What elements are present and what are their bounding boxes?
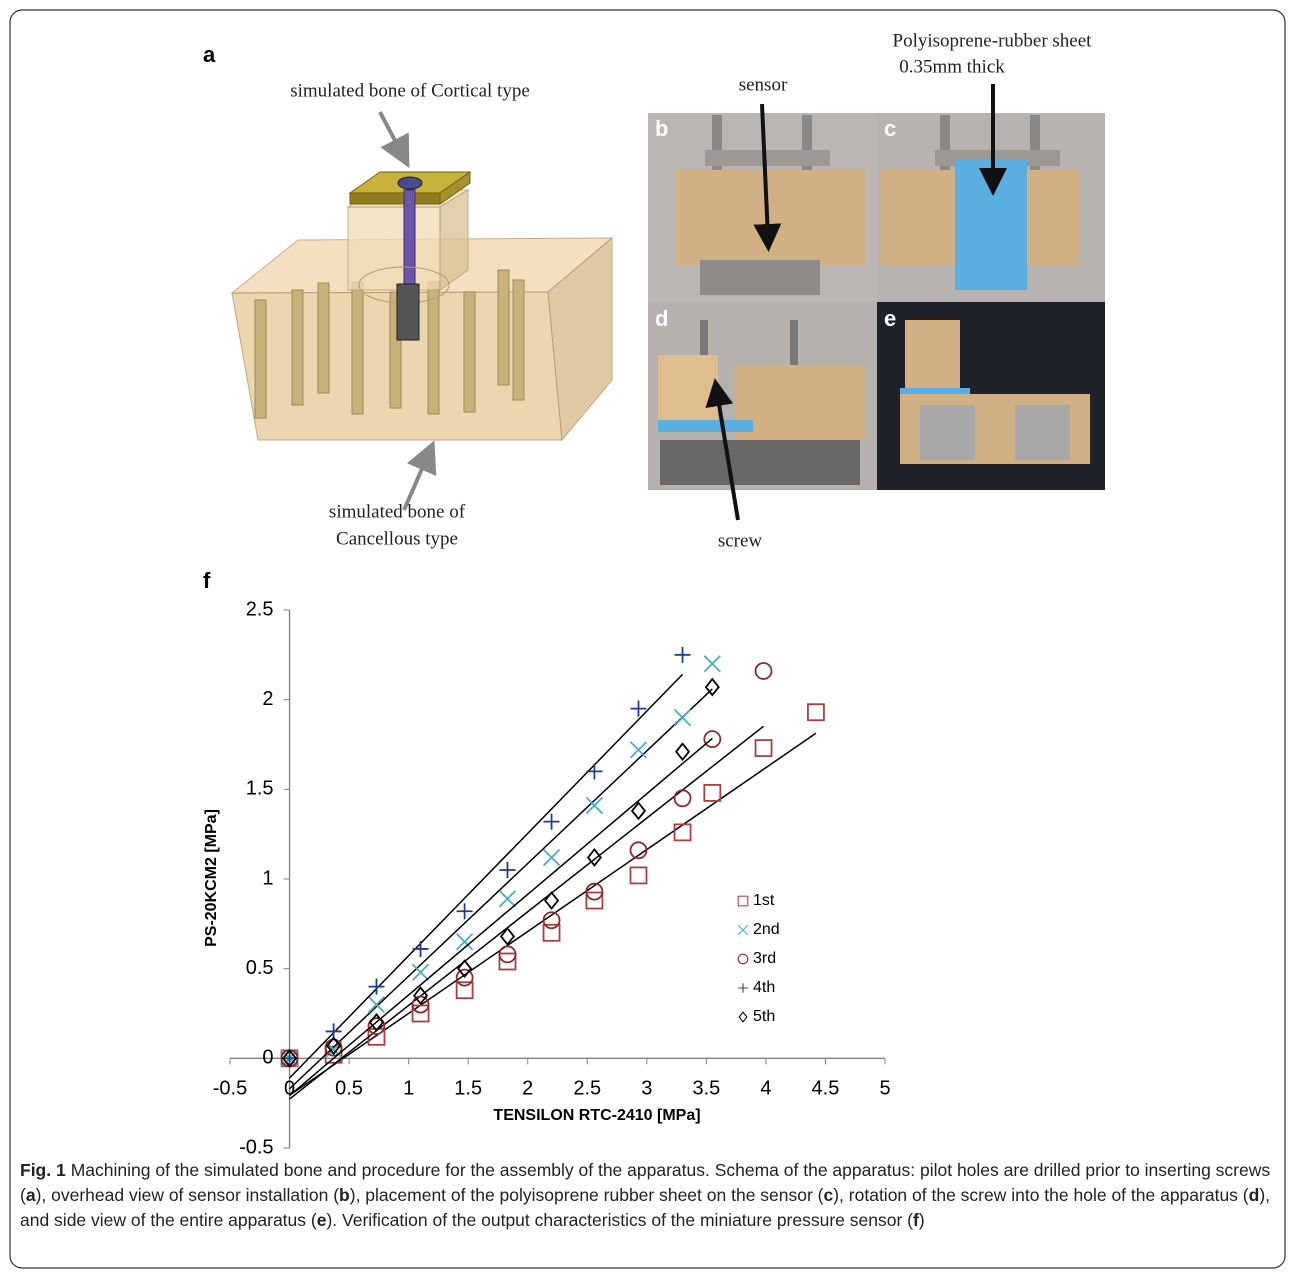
caption-text: e xyxy=(317,1210,327,1230)
y-axis-title: PS-20KCM2 [MPa] xyxy=(203,809,220,947)
marker xyxy=(739,1012,747,1022)
x-tick-label: 3 xyxy=(641,1078,652,1100)
marker xyxy=(738,925,748,935)
legend-label: 2nd xyxy=(753,921,780,938)
y-tick-label: 2 xyxy=(262,688,273,710)
legend-label: 3rd xyxy=(753,950,776,967)
trend-line xyxy=(290,674,683,1078)
legend-label: 5th xyxy=(753,1008,775,1025)
panel-label: a xyxy=(203,42,216,67)
caption-text: c xyxy=(824,1185,834,1205)
marker xyxy=(675,824,691,840)
marker xyxy=(630,867,646,883)
panel-label: b xyxy=(655,116,668,141)
annotation: Cancellous type xyxy=(336,528,458,549)
legend-entry: 2nd xyxy=(738,921,780,938)
y-tick-label: 0.5 xyxy=(246,957,274,979)
arrow xyxy=(380,112,402,154)
marker xyxy=(413,1006,429,1022)
marker xyxy=(457,982,473,998)
marker xyxy=(544,849,560,865)
x-axis-title: TENSILON RTC-2410 [MPa] xyxy=(493,1107,700,1124)
legend-entry: 4th xyxy=(738,979,775,996)
marker xyxy=(738,896,748,906)
marker xyxy=(756,740,772,756)
marker xyxy=(675,790,691,806)
marker xyxy=(413,941,429,957)
marker xyxy=(704,656,720,672)
y-tick-label: -0.5 xyxy=(239,1136,273,1158)
caption-text: ) xyxy=(919,1210,925,1230)
y-tick-label: 2.5 xyxy=(246,598,274,620)
marker xyxy=(675,647,691,663)
plot: -0.500.511.522.533.544.55-0.500.511.522.… xyxy=(213,598,891,1158)
marker xyxy=(413,964,429,980)
x-tick-label: 1 xyxy=(403,1078,414,1100)
marker xyxy=(499,862,515,878)
x-tick-label: 0.5 xyxy=(335,1078,363,1100)
legend-entry: 1st xyxy=(738,892,775,909)
x-tick-label: 4.5 xyxy=(812,1078,840,1100)
annotation: simulated bone of Cortical type xyxy=(290,80,530,101)
x-tick-label: 2.5 xyxy=(573,1078,601,1100)
trend-line xyxy=(290,689,713,1089)
photo-e xyxy=(877,302,1105,490)
panel-label: e xyxy=(884,306,896,331)
x-tick-label: -0.5 xyxy=(213,1078,247,1100)
figure-graphics: a simulated bone of Cortical type simula… xyxy=(0,0,1295,1280)
marker xyxy=(586,763,602,779)
legend-label: 1st xyxy=(753,892,775,909)
marker xyxy=(586,893,602,909)
legend-entry: 5th xyxy=(739,1008,775,1025)
photo-d xyxy=(648,302,877,490)
panel-label: d xyxy=(655,306,668,331)
x-tick-label: 5 xyxy=(879,1078,890,1100)
panel-label: f xyxy=(203,568,211,593)
trend-line xyxy=(290,738,713,1095)
marker xyxy=(738,983,748,993)
y-tick-label: 0 xyxy=(262,1047,273,1069)
marker xyxy=(704,785,720,801)
caption-text: a xyxy=(26,1185,36,1205)
caption-text: ), placement of the polyisoprene rubber … xyxy=(350,1185,824,1205)
marker xyxy=(544,814,560,830)
marker xyxy=(738,954,748,964)
annotation: screw xyxy=(718,530,763,551)
y-tick-label: 1 xyxy=(262,867,273,889)
marker xyxy=(368,997,384,1013)
annotation: Polyisoprene-rubber sheet xyxy=(893,30,1093,51)
caption-text: ), overhead view of sensor installation … xyxy=(36,1185,339,1205)
x-tick-label: 3.5 xyxy=(692,1078,720,1100)
caption-text: ). Verification of the output characteri… xyxy=(326,1210,913,1230)
caption-text: ), rotation of the screw into the hole o… xyxy=(833,1185,1248,1205)
marker xyxy=(676,744,689,760)
marker xyxy=(544,925,560,941)
y-tick-label: 1.5 xyxy=(246,778,274,800)
marker xyxy=(630,742,646,758)
annotation: simulated bone of xyxy=(329,501,466,522)
x-tick-label: 4 xyxy=(760,1078,771,1100)
trend-line xyxy=(290,726,764,1099)
x-tick-label: 1.5 xyxy=(454,1078,482,1100)
annotation: sensor xyxy=(739,74,788,95)
marker xyxy=(368,979,384,995)
bone-schema xyxy=(232,172,612,440)
caption-text: b xyxy=(339,1185,350,1205)
marker xyxy=(545,893,558,909)
x-tick-label: 2 xyxy=(522,1078,533,1100)
marker xyxy=(756,663,772,679)
legend-entry: 3rd xyxy=(738,950,776,967)
figure: a simulated bone of Cortical type simula… xyxy=(0,0,1295,1280)
marker xyxy=(808,704,824,720)
marker xyxy=(499,891,515,907)
annotation: 0.35mm thick xyxy=(899,56,1005,77)
marker xyxy=(675,710,691,726)
caption-label: Fig. 1 xyxy=(20,1160,66,1180)
legend-label: 4th xyxy=(753,979,775,996)
caption-text: d xyxy=(1249,1185,1260,1205)
panel-label: c xyxy=(884,116,896,141)
